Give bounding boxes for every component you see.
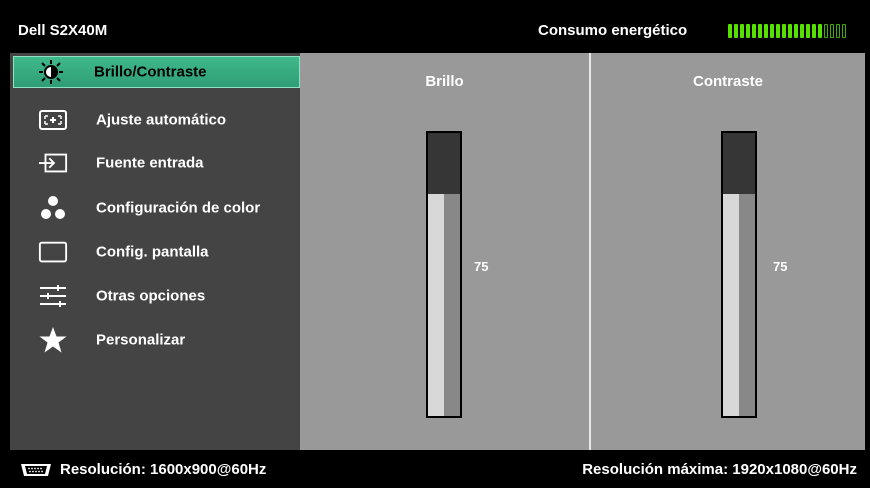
contrast-slider[interactable]: [721, 131, 757, 418]
energy-segment-off: [842, 24, 846, 38]
slider-track-empty: [428, 133, 460, 194]
panel-divider: [589, 53, 591, 450]
brightness-slider[interactable]: [426, 131, 462, 418]
brightness-panel: Brillo 75: [300, 53, 589, 450]
energy-segment-on: [794, 24, 798, 38]
max-resolution: Resolución máxima: 1920x1080@60Hz: [582, 461, 857, 478]
energy-segment-on: [728, 24, 732, 38]
energy-segment-on: [812, 24, 816, 38]
energy-segment-on: [776, 24, 780, 38]
menu-item-label: Ajuste automático: [96, 111, 227, 129]
menu-item-personalize[interactable]: Personalizar: [16, 323, 300, 357]
menu-item-label: Otras opciones: [96, 287, 206, 305]
energy-consumption-label: Consumo energético: [538, 22, 688, 39]
menu-item-other-settings[interactable]: Otras opciones: [16, 279, 300, 313]
contrast-title: Contraste: [692, 73, 763, 90]
osd-header: Dell S2X40M Consumo energético: [10, 10, 865, 53]
energy-segment-on: [806, 24, 810, 38]
other-settings-icon: [38, 284, 68, 308]
menu-item-label: Brillo/Contraste: [94, 63, 207, 81]
menu-item-brightness-contrast[interactable]: Brillo/Contraste: [13, 56, 300, 88]
energy-segment-on: [746, 24, 750, 38]
menu-item-color-settings[interactable]: Configuración de color: [16, 191, 300, 225]
menu-item-label: Personalizar: [96, 331, 186, 349]
slider-fill-shade: [739, 194, 755, 416]
menu-item-auto-adjust[interactable]: Ajuste automático: [16, 103, 300, 137]
brightness-icon: [36, 60, 66, 84]
menu-item-display-settings[interactable]: Config. pantalla: [16, 235, 300, 269]
osd-footer: Resolución: 1600x900@60Hz Resolución máx…: [10, 450, 865, 488]
energy-segment-on: [770, 24, 774, 38]
brightness-value: 75: [474, 259, 489, 274]
menu-item-input-source[interactable]: Fuente entrada: [16, 146, 300, 180]
contrast-panel: Contraste 75: [591, 53, 865, 450]
vga-connector-icon: [18, 463, 54, 477]
menu-item-label: Config. pantalla: [96, 243, 209, 261]
menu-item-label: Configuración de color: [96, 199, 261, 217]
energy-meter: [728, 24, 846, 40]
energy-segment-off: [836, 24, 840, 38]
model-name: Dell S2X40M: [18, 22, 108, 39]
energy-segment-on: [818, 24, 822, 38]
energy-segment-on: [800, 24, 804, 38]
menu-item-label: Fuente entrada: [96, 154, 204, 172]
display-settings-icon: [38, 240, 68, 264]
brightness-title: Brillo: [425, 73, 464, 90]
color-settings-icon: [38, 196, 68, 220]
energy-segment-on: [764, 24, 768, 38]
energy-segment-on: [788, 24, 792, 38]
auto-adjust-icon: [38, 108, 68, 132]
slider-fill: [723, 194, 739, 416]
energy-segment-on: [740, 24, 744, 38]
energy-segment-on: [752, 24, 756, 38]
energy-segment-off: [824, 24, 828, 38]
star-icon: [38, 327, 68, 353]
osd-menu: Brillo/Contraste Ajuste automático Fuent…: [10, 53, 300, 450]
energy-segment-on: [782, 24, 786, 38]
contrast-value: 75: [773, 259, 788, 274]
energy-segment-on: [734, 24, 738, 38]
input-source-icon: [38, 151, 68, 175]
slider-fill: [428, 194, 444, 416]
energy-segment-on: [758, 24, 762, 38]
slider-track-empty: [723, 133, 755, 194]
slider-fill-shade: [444, 194, 460, 416]
current-resolution: Resolución: 1600x900@60Hz: [60, 461, 267, 478]
energy-segment-off: [830, 24, 834, 38]
